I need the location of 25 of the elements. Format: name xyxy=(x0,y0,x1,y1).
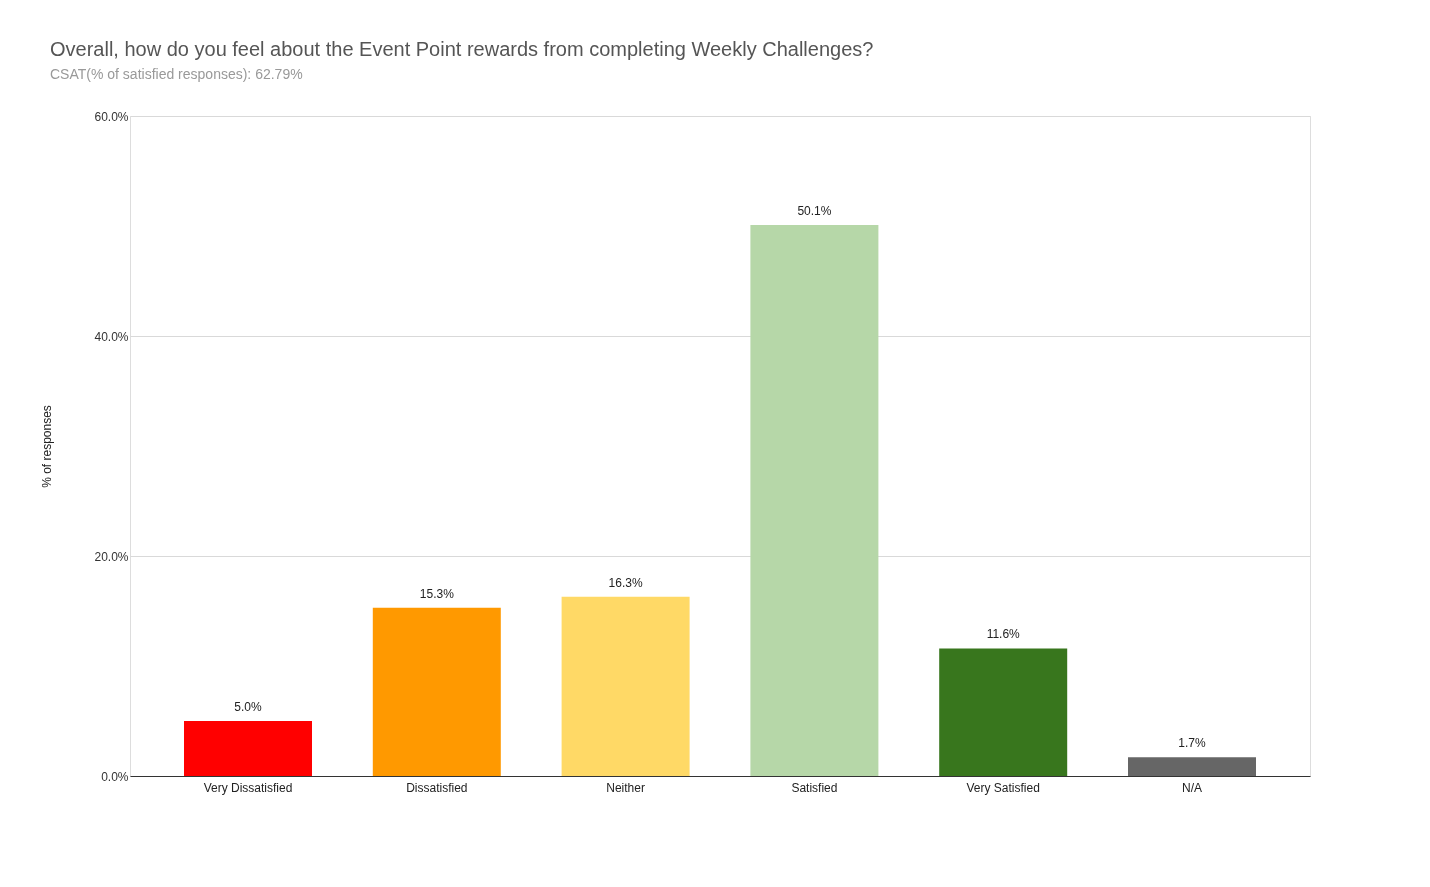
y-tick-label: 20.0% xyxy=(94,549,129,564)
bar xyxy=(184,721,312,776)
chart-title: Overall, how do you feel about the Event Point rewards from completing Weekly Challenges? xyxy=(50,38,874,60)
data-label: 16.3% xyxy=(608,575,643,590)
data-label: 1.7% xyxy=(1178,736,1206,751)
x-tick-label: Very Satisfied xyxy=(966,780,1040,795)
x-tick-label: Very Dissatisfied xyxy=(203,780,293,795)
data-label: 11.6% xyxy=(986,627,1021,642)
y-axis-title: % of responses xyxy=(40,405,55,488)
bar xyxy=(1128,757,1256,776)
bar xyxy=(750,224,879,776)
bar xyxy=(561,596,690,776)
bar xyxy=(939,648,1068,776)
y-tick-label: 0.0% xyxy=(101,769,129,784)
data-label: 15.3% xyxy=(419,586,455,601)
x-tick-label: Neither xyxy=(606,780,645,795)
chart-subtitle: CSAT(% of satisfied responses): 62.79% xyxy=(50,66,303,82)
data-label: 5.0% xyxy=(234,700,262,714)
x-tick-label: Satisfied xyxy=(791,780,838,795)
bar xyxy=(372,607,501,776)
data-label: 50.1% xyxy=(797,203,832,218)
x-tick-label: Dissatisfied xyxy=(406,780,468,795)
x-tick-label: N/A xyxy=(1181,780,1203,795)
y-tick-label: 40.0% xyxy=(94,329,129,344)
y-tick-label: 60.0% xyxy=(94,109,129,124)
